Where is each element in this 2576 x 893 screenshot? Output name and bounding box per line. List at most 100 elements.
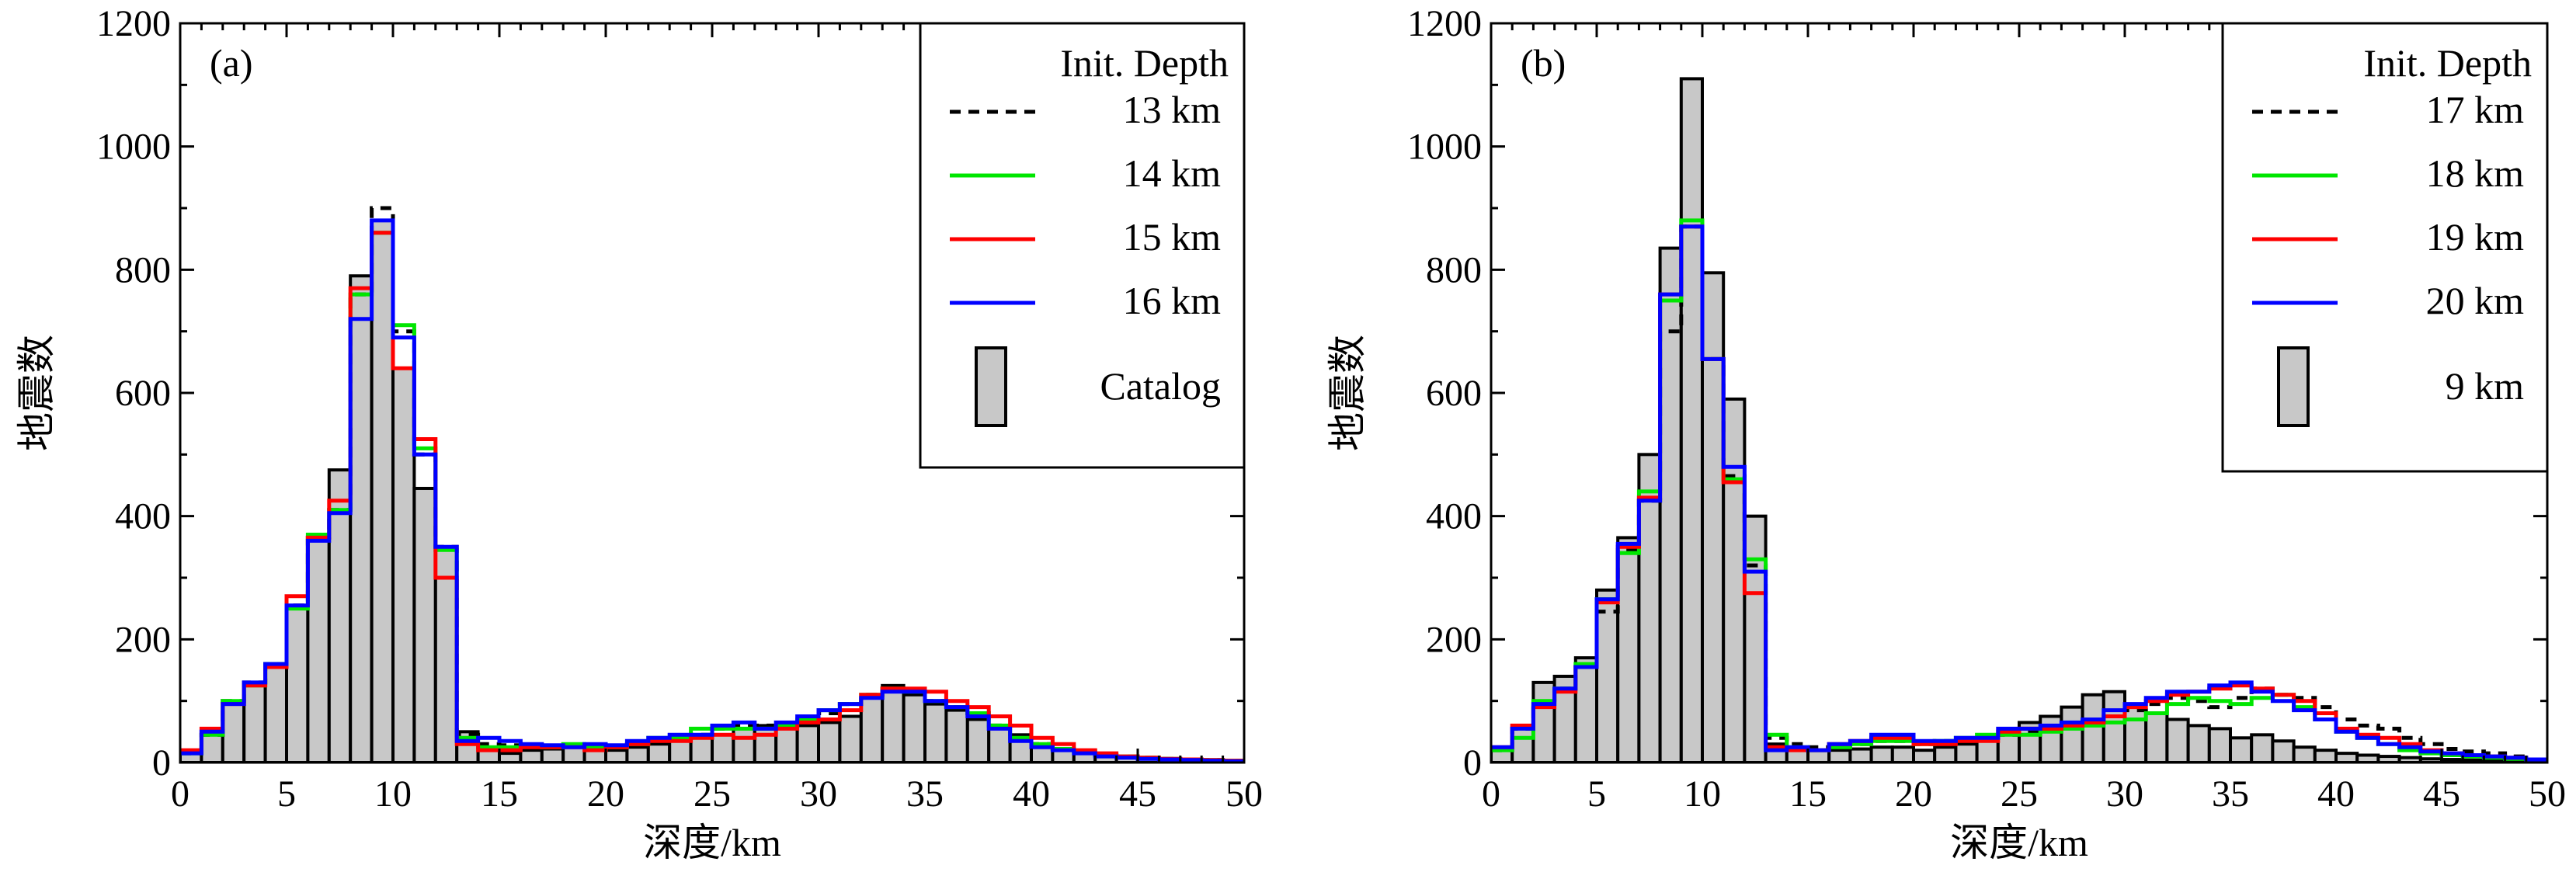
y-tick-label: 200: [1426, 619, 1482, 660]
histogram-bar: [2144, 711, 2169, 763]
y-tick-label: 800: [1426, 249, 1482, 290]
histogram-bar: [2207, 727, 2233, 763]
x-axis-label: 深度/km: [643, 821, 781, 864]
histogram-bar: [1890, 745, 1916, 763]
histogram-bar: [923, 702, 948, 763]
series-line-20-km: [1491, 224, 2547, 762]
x-tick-label: 20: [587, 773, 624, 815]
y-tick-label: 400: [1426, 496, 1482, 537]
chart-panel-a: 0 5 10 15 20 25 30 35 40 45 50 0 200 400 600 800 1000 120…: [15, 3, 1263, 864]
histogram-bar: [1975, 739, 2000, 763]
histogram-bar: [817, 721, 842, 763]
histogram-bar: [2334, 752, 2359, 763]
histogram-bar: [561, 745, 586, 763]
legend-entry-label: 13 km: [1123, 88, 1222, 131]
legend-box: [919, 22, 1246, 469]
x-tick-label: 30: [2106, 773, 2143, 815]
histogram-bar: [646, 742, 672, 763]
histogram-bar: [1701, 271, 1726, 763]
histogram-bar: [391, 367, 416, 763]
histogram-bar: [221, 702, 246, 763]
histogram-bar: [987, 727, 1012, 763]
y-tick-label: 800: [115, 249, 171, 290]
histogram-bar: [2292, 745, 2317, 763]
x-tick-label: 40: [2317, 773, 2355, 815]
histogram-bars: [1491, 77, 2547, 763]
x-tick-label: 25: [2001, 773, 2038, 815]
x-tick-label: 25: [694, 773, 731, 815]
histogram-bar: [1510, 724, 1535, 763]
histogram-bar: [1869, 745, 1894, 763]
histogram-bar: [2123, 702, 2148, 763]
x-tick-label: 50: [2529, 773, 2566, 815]
y-tick-label: 0: [1463, 742, 1482, 784]
legend-entry-label: 17 km: [2426, 88, 2525, 131]
legend-entry-label: 19 km: [2426, 215, 2525, 259]
histogram-bar: [944, 708, 969, 763]
histogram-bar: [859, 693, 885, 763]
histogram-bar: [1595, 588, 1620, 763]
plot-area: [1491, 77, 2547, 763]
legend-entry-label: Catalog: [1100, 364, 1221, 408]
histogram-bar: [1722, 397, 1747, 763]
histogram-bar: [774, 727, 799, 763]
series-line-16-km: [180, 218, 1244, 763]
histogram-bar: [1573, 656, 1599, 763]
x-tick-label: 15: [1789, 773, 1827, 815]
histogram-bar: [1996, 733, 2022, 763]
panel-label: (b): [1521, 41, 1566, 85]
x-tick-label: 10: [1684, 773, 1721, 815]
y-tick-label: 200: [115, 619, 171, 660]
legend-swatch-bar: [975, 346, 1007, 427]
x-tick-label: 40: [1013, 773, 1050, 815]
histogram-bar: [412, 486, 437, 763]
histogram-bar: [1637, 453, 1662, 763]
x-tick-label: 15: [481, 773, 518, 815]
histogram-bar: [1616, 536, 1641, 763]
legend-entry-label: 14 km: [1123, 151, 1222, 195]
histogram-bar: [2060, 705, 2084, 763]
histogram-bar: [1679, 77, 1705, 763]
histogram-bar: [1531, 680, 1556, 763]
histogram-bar: [1658, 246, 1683, 763]
y-axis-label: 地震数: [15, 335, 58, 451]
histogram-bar: [1912, 749, 1937, 763]
y-tick-label: 600: [1426, 373, 1482, 414]
legend-entry-label: 16 km: [1123, 279, 1222, 322]
histogram-bar: [327, 468, 353, 763]
histogram-bar: [689, 736, 714, 763]
plot-area: [180, 206, 1244, 763]
legend-entry-label: 20 km: [2426, 279, 2525, 322]
histogram-bar: [242, 680, 267, 763]
legend-title: Init. Depth: [2363, 41, 2532, 85]
histogram-bar: [1954, 742, 1979, 763]
x-tick-label: 50: [1225, 773, 1263, 815]
histogram-bar: [753, 724, 778, 763]
histogram-bar: [2250, 733, 2275, 763]
legend-swatch-bar: [2277, 346, 2310, 427]
histogram-bar: [625, 745, 650, 763]
histogram-bar: [200, 733, 224, 763]
x-tick-label: 10: [374, 773, 412, 815]
histogram-bar: [2165, 718, 2190, 763]
x-tick-label: 5: [277, 773, 296, 815]
histogram-bar: [2271, 739, 2296, 763]
legend-entry-label: 15 km: [1123, 215, 1222, 259]
x-tick-label: 35: [906, 773, 944, 815]
y-tick-label: 1000: [96, 127, 171, 168]
histogram-bar: [285, 606, 310, 763]
histogram-bar: [732, 727, 756, 763]
histogram-bar: [306, 539, 331, 763]
histogram-bar: [604, 749, 629, 763]
histogram-bar: [370, 218, 395, 763]
y-tick-label: 1200: [1407, 3, 1482, 44]
histogram-bar: [1933, 745, 1958, 763]
histogram-bar: [2101, 690, 2127, 763]
histogram-bar: [1848, 747, 1873, 763]
histogram-bar: [902, 693, 926, 763]
chart-panel-b: 0 5 10 15 20 25 30 35 40 45 50 0 200 400 600 800 1000 120…: [1326, 3, 2566, 864]
x-tick-label: 0: [171, 773, 189, 815]
